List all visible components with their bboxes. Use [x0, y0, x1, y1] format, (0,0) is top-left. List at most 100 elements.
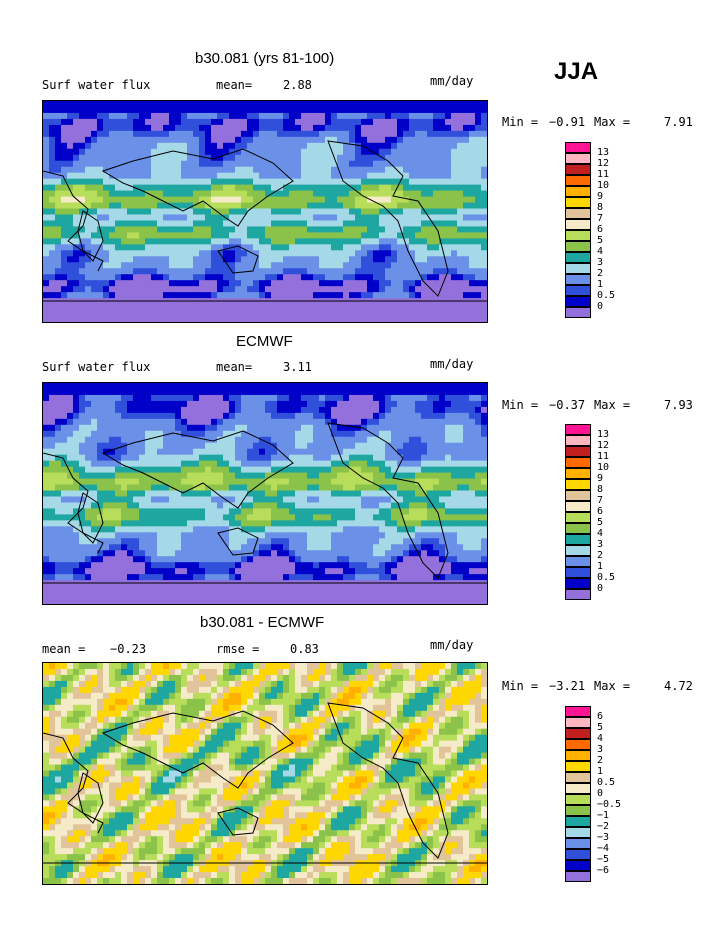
contour-cell — [361, 556, 368, 563]
contour-cell — [277, 118, 284, 126]
contour-cell — [253, 490, 260, 498]
contour-cell — [307, 220, 314, 228]
contour-cell — [367, 268, 374, 275]
contour-cell — [463, 112, 470, 120]
contour-cell — [241, 448, 248, 456]
contour-cell — [211, 478, 218, 486]
contour-cell — [427, 448, 434, 456]
contour-cell — [187, 124, 194, 132]
contour-cell — [193, 160, 200, 168]
contour-cell — [421, 454, 428, 462]
contour-cell — [55, 112, 62, 120]
contour-cell — [427, 154, 434, 162]
contour-cell — [181, 430, 188, 438]
contour-cell — [277, 262, 284, 269]
contour-cell — [469, 124, 476, 132]
contour-cell — [481, 124, 487, 132]
contour-cell — [187, 166, 194, 174]
contour-cell — [85, 184, 92, 192]
contour-cell — [199, 490, 206, 498]
contour-cell — [475, 256, 482, 263]
contour-cell — [241, 526, 248, 533]
contour-cell — [301, 220, 308, 228]
contour-cell — [253, 268, 260, 275]
contour-cell — [127, 526, 134, 533]
contour-cell — [433, 208, 440, 216]
contour-cell — [91, 232, 98, 239]
contour-cell — [289, 112, 296, 120]
contour-cell — [217, 556, 224, 563]
contour-cell — [205, 142, 212, 150]
contour-cell — [139, 448, 146, 456]
contour-cell — [205, 124, 212, 132]
contour-cell — [445, 304, 452, 311]
contour-cell — [271, 208, 278, 216]
contour-cell — [277, 406, 284, 414]
contour-cell — [481, 406, 487, 414]
contour-cell — [67, 166, 74, 174]
contour-cell — [403, 136, 410, 144]
contour-cell — [421, 256, 428, 263]
contour-field — [43, 383, 487, 604]
contour-cell — [469, 532, 476, 539]
contour-cell — [85, 190, 92, 198]
contour-cell — [445, 388, 452, 396]
contour-cell — [193, 544, 200, 551]
contour-cell — [127, 154, 134, 162]
contour-cell — [187, 214, 194, 222]
contour-cell — [241, 538, 248, 545]
contour-cell — [223, 466, 230, 474]
contour-cell — [331, 532, 338, 539]
contour-cell — [295, 106, 302, 114]
contour-cell — [115, 412, 122, 420]
contour-cell — [247, 310, 254, 317]
contour-cell — [55, 142, 62, 150]
contour-cell — [73, 478, 80, 486]
contour-cell — [97, 172, 104, 180]
contour-cell — [253, 238, 260, 245]
contour-cell — [415, 130, 422, 138]
contour-cell — [259, 101, 266, 108]
contour-cell — [61, 556, 68, 563]
contour-cell — [55, 484, 62, 492]
contour-cell — [475, 178, 482, 186]
contour-cell — [121, 250, 128, 257]
contour-cell — [253, 112, 260, 120]
contour-cell — [409, 238, 416, 245]
contour-cell — [481, 490, 487, 498]
contour-cell — [241, 130, 248, 138]
contour-cell — [109, 394, 116, 402]
contour-cell — [169, 418, 176, 426]
contour-cell — [331, 514, 338, 521]
contour-cell — [403, 112, 410, 120]
contour-cell — [193, 220, 200, 228]
contour-cell — [55, 424, 62, 432]
contour-cell — [373, 136, 380, 144]
contour-cell — [127, 124, 134, 132]
contour-cell — [349, 178, 356, 186]
contour-cell — [235, 424, 242, 432]
contour-cell — [427, 172, 434, 180]
contour-cell — [151, 148, 158, 156]
contour-cell — [379, 466, 386, 474]
contour-cell — [193, 208, 200, 216]
contour-cell — [385, 256, 392, 263]
contour-cell — [97, 526, 104, 533]
contour-cell — [325, 406, 332, 414]
contour-cell — [349, 190, 356, 198]
contour-cell — [199, 496, 206, 504]
contour-cell — [211, 202, 218, 210]
contour-cell — [139, 502, 146, 510]
contour-cell — [121, 412, 128, 420]
contour-cell — [97, 148, 104, 156]
contour-cell — [217, 184, 224, 192]
contour-cell — [355, 508, 362, 515]
contour-cell — [79, 280, 86, 287]
contour-cell — [175, 118, 182, 126]
contour-cell — [127, 106, 134, 114]
contour-cell — [367, 130, 374, 138]
contour-cell — [127, 184, 134, 192]
contour-cell — [241, 136, 248, 144]
contour-cell — [337, 472, 344, 480]
contour-cell — [361, 544, 368, 551]
